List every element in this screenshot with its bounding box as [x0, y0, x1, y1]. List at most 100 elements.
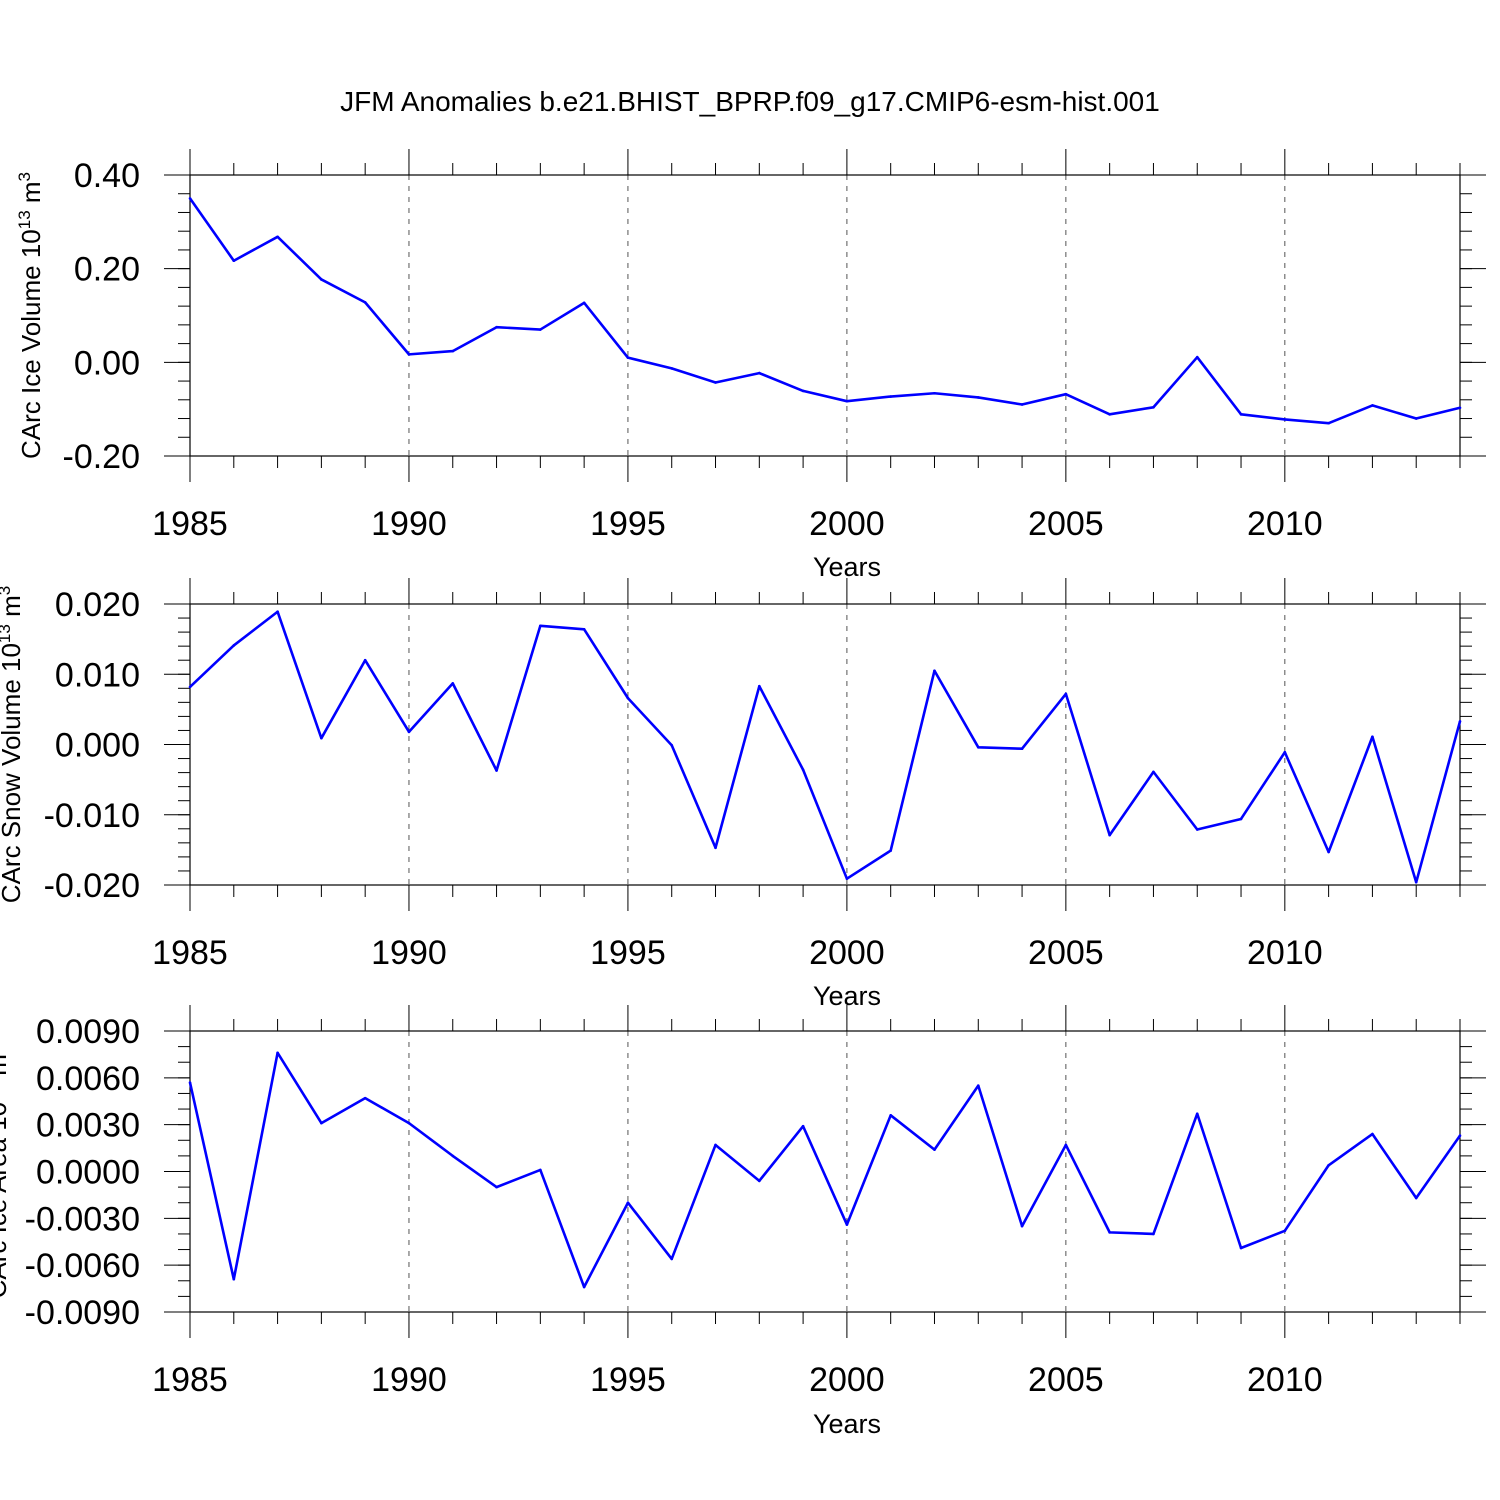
data-point-1991: [451, 349, 455, 353]
data-point-2010: [1283, 750, 1287, 754]
data-point-1988: [320, 278, 323, 281]
series-line-ice-area: [188, 1051, 1462, 1289]
data-point-2012: [1371, 1132, 1374, 1136]
figure-title: JFM Anomalies b.e21.BHIST_BPRP.f09_g17.C…: [340, 86, 1160, 117]
y-axis-label-unit-exponent: 3: [0, 586, 14, 595]
data-point-1997: [714, 381, 717, 384]
plot-frame: [189, 174, 1461, 457]
y-tick-label: 0.0000: [36, 1154, 140, 1192]
data-point-2004: [1020, 1224, 1024, 1228]
x-tick-label: 1995: [590, 1361, 666, 1399]
x-tick-label: 1990: [371, 505, 447, 543]
y-tick-label: -0.0090: [25, 1294, 140, 1332]
data-point-1985: [188, 1081, 192, 1084]
data-point-2007: [1152, 770, 1155, 774]
y-tick-label: 0.20: [74, 251, 140, 289]
data-point-2013: [1414, 880, 1418, 884]
data-point-1997: [714, 846, 717, 850]
data-point-2000: [845, 1223, 849, 1226]
data-point-1998: [758, 684, 761, 688]
data-point-2006: [1108, 833, 1111, 837]
data-point-2005: [1064, 692, 1068, 696]
data-point-2005: [1064, 392, 1068, 396]
y-axis-label-unit: m: [0, 1054, 12, 1083]
data-point-2001: [889, 849, 892, 852]
data-point-2013: [1414, 1196, 1418, 1200]
data-point-2004: [1020, 747, 1024, 751]
x-tick-label: 1990: [371, 1361, 447, 1399]
panel-ice-area: 1985 1990 1995 2000 2005 2010 -0.0090 -0.0060 -0…: [0, 1005, 1486, 1439]
data-point-2011: [1327, 1163, 1330, 1167]
y-tick-label: 0.000: [55, 727, 140, 765]
plot-frame: [189, 603, 1461, 886]
data-point-2008: [1195, 828, 1199, 831]
data-point-2003: [976, 746, 980, 749]
y-axis-label: CArc Ice Volume 1013 m3: [15, 172, 46, 459]
data-point-1987: [276, 610, 279, 614]
data-point-2013: [1414, 417, 1418, 420]
data-point-1998: [758, 1179, 761, 1183]
data-point-1992: [495, 325, 498, 329]
data-point-1994: [582, 627, 586, 631]
y-axis-label-unit-exponent: 3: [15, 172, 34, 181]
y-axis-label-unit: m: [0, 595, 26, 624]
y-axis-label-exponent: 13: [15, 210, 34, 229]
data-point-2007: [1152, 1232, 1155, 1236]
data-point-1985: [188, 197, 192, 200]
data-point-1993: [539, 624, 542, 628]
y-tick-label: 0.020: [55, 586, 140, 624]
plot-frame: [189, 1030, 1461, 1313]
y-tick-label: 0.40: [74, 157, 140, 195]
data-point-2000: [845, 877, 849, 880]
data-point-2012: [1371, 404, 1374, 407]
data-point-2011: [1327, 850, 1330, 854]
y-tick-label: 0.010: [55, 656, 140, 694]
y-tick-label: -0.020: [44, 867, 140, 905]
data-point-1996: [670, 743, 674, 747]
y-axis-label: CArc Snow Volume 1013 m3: [0, 586, 26, 903]
data-point-2014: [1458, 406, 1462, 410]
data-point-1993: [539, 1168, 542, 1172]
x-tick-label: 2000: [809, 505, 885, 543]
data-point-2012: [1371, 735, 1374, 739]
y-axis-label-unit: m: [16, 181, 46, 210]
data-point-1987: [276, 1051, 279, 1055]
x-axis-label: Years: [813, 1409, 881, 1439]
x-tick-label: 2000: [809, 1361, 885, 1399]
data-point-2003: [976, 396, 980, 399]
y-tick-label: -0.010: [44, 797, 140, 835]
data-point-1989: [363, 301, 367, 304]
panel-snow-volume: 1985 1990 1995 2000 2005 2010 -0.020 -0.010 0.00…: [0, 578, 1486, 1011]
y-tick-label: 0.0060: [36, 1060, 140, 1098]
x-tick-label: 1995: [590, 934, 666, 972]
data-point-2009: [1239, 817, 1243, 821]
data-point-1994: [582, 301, 586, 305]
data-point-1991: [451, 682, 455, 685]
data-point-2004: [1020, 403, 1024, 406]
y-axis-label: CArc Ice Area 1013 m2: [0, 1045, 12, 1299]
x-tick-label: 2005: [1028, 505, 1104, 543]
data-point-1986: [232, 259, 236, 263]
data-point-2003: [976, 1084, 980, 1087]
data-point-1986: [232, 1277, 236, 1281]
data-point-1993: [539, 328, 542, 331]
data-point-2014: [1458, 720, 1462, 723]
x-tick-label: 1985: [152, 1361, 228, 1399]
data-point-1988: [320, 736, 323, 740]
data-point-1991: [451, 1154, 455, 1158]
data-point-1986: [232, 644, 236, 647]
data-point-2002: [933, 669, 936, 673]
data-point-1987: [276, 235, 279, 239]
data-point-1999: [801, 768, 805, 772]
data-point-2008: [1195, 1112, 1199, 1116]
data-point-1990: [407, 1121, 411, 1125]
data-point-1989: [363, 658, 367, 662]
x-tick-label: 2005: [1028, 1361, 1104, 1399]
y-axis-label-exponent: 13: [0, 624, 14, 643]
data-point-2001: [889, 395, 892, 398]
data-point-1985: [188, 685, 192, 689]
data-point-1996: [670, 367, 674, 370]
data-point-2008: [1195, 355, 1199, 359]
data-point-1990: [407, 353, 411, 356]
x-tick-label: 2010: [1247, 505, 1323, 543]
